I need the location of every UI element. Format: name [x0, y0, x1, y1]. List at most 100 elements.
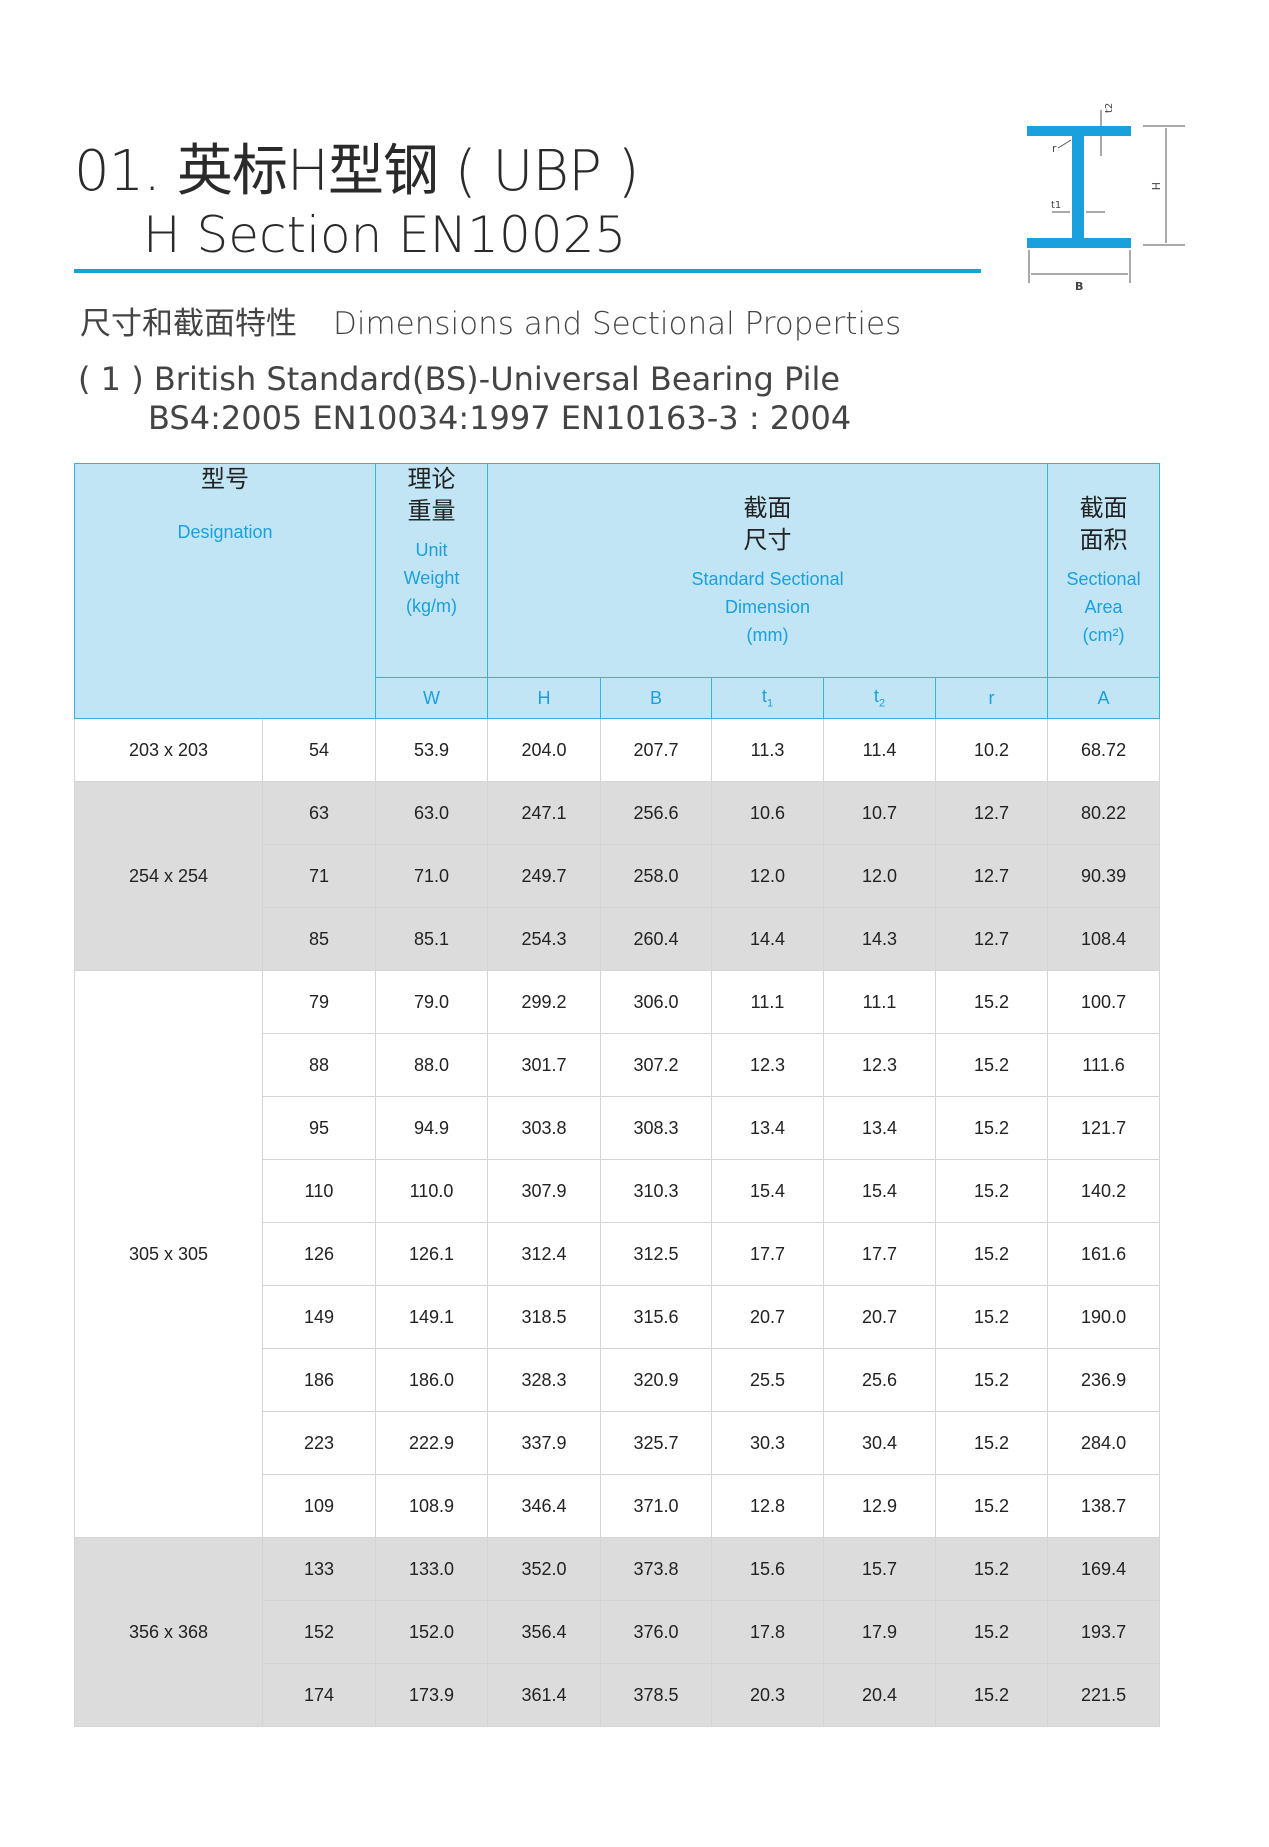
header-weight-en3: (kg/m): [406, 596, 457, 616]
value-cell: 307.2: [600, 1033, 712, 1097]
value-cell: 174: [262, 1663, 376, 1727]
value-cell: 10.7: [823, 781, 936, 845]
value-cell: 328.3: [487, 1348, 601, 1412]
value-cell: 88.0: [375, 1033, 488, 1097]
value-cell: 376.0: [600, 1600, 712, 1664]
value-cell: 15.2: [934, 1096, 1049, 1160]
symbol-label: H: [537, 687, 551, 708]
header-area-en3: (cm²): [1082, 624, 1125, 645]
section-heading-cn: 尺寸和截面特性: [80, 306, 297, 342]
value-cell: 13.4: [711, 1096, 824, 1160]
value-cell: 12.7: [934, 844, 1049, 908]
symbol-header: B: [600, 677, 712, 719]
symbol-label: A: [1097, 687, 1110, 708]
header-dimension-en3: (mm): [746, 624, 789, 645]
value-cell: 149: [262, 1285, 376, 1349]
value-cell: 85.1: [375, 907, 488, 971]
value-cell: 14.3: [823, 907, 936, 971]
value-cell: 79: [262, 970, 376, 1034]
value-cell: 12.7: [934, 781, 1049, 845]
value-cell: 80.22: [1047, 781, 1161, 845]
symbol-label: W: [423, 687, 440, 708]
value-cell: 133: [262, 1537, 376, 1601]
value-cell: 25.6: [823, 1348, 936, 1412]
value-cell: 17.9: [823, 1600, 936, 1664]
value-cell: 258.0: [600, 844, 712, 908]
value-cell: 111.6: [1047, 1033, 1161, 1097]
value-cell: 15.6: [711, 1537, 824, 1601]
value-cell: 15.2: [934, 1537, 1049, 1601]
symbol-header: W: [375, 677, 488, 719]
label-H: H: [1149, 182, 1162, 190]
symbol-header: t2: [823, 677, 936, 719]
section-heading: 尺寸和截面特性 Dimensions and Sectional Properti…: [80, 298, 901, 343]
value-cell: 12.9: [823, 1474, 936, 1538]
symbol-header: t1: [711, 677, 824, 719]
value-cell: 13.4: [823, 1096, 936, 1160]
value-cell: 315.6: [600, 1285, 712, 1349]
value-cell: 110: [262, 1159, 376, 1223]
value-cell: 88: [262, 1033, 376, 1097]
label-B: B: [1075, 280, 1083, 293]
header-weight-en2: Weight: [403, 568, 460, 588]
value-cell: 14.4: [711, 907, 824, 971]
symbol-header: r: [934, 677, 1049, 719]
standard-name: ( 1 ) British Standard(BS)-Universal Bea…: [78, 360, 841, 398]
value-cell: 152: [262, 1600, 376, 1664]
header-designation-en: Designation: [177, 522, 273, 542]
table-row: 95 94.9 303.8 308.3 13.4 13.4 15.2 121.7: [75, 1096, 1161, 1160]
table-row: 71 71.0 249.7 258.0 12.0 12.0 12.7 90.39: [75, 844, 1161, 908]
value-cell: 71: [262, 844, 376, 908]
value-cell: 378.5: [600, 1663, 712, 1727]
value-cell: 186: [262, 1348, 376, 1412]
table-row: 223 222.9 337.9 325.7 30.3 30.4 15.2 284.0: [75, 1411, 1161, 1475]
table-row: 174 173.9 361.4 378.5 20.3 20.4 15.2 221.5: [75, 1663, 1161, 1727]
value-cell: 17.8: [711, 1600, 824, 1664]
value-cell: 12.8: [711, 1474, 824, 1538]
properties-table: 型号 Designation 理论 重量 Unit Weight (kg/m) …: [74, 463, 1161, 1727]
value-cell: 260.4: [600, 907, 712, 971]
symbol-label: t: [873, 686, 879, 707]
table-row: 305 x 305 79 79.0 299.2 306.0 11.1 11.1 15.2 100…: [74, 970, 1161, 1538]
value-cell: 15.2: [934, 1285, 1049, 1349]
value-cell: 15.2: [934, 1474, 1049, 1538]
symbol-label: B: [649, 687, 662, 708]
header-area-cn2: 面积: [1079, 526, 1128, 554]
value-cell: 90.39: [1047, 844, 1161, 908]
value-cell: 15.2: [934, 970, 1049, 1034]
value-cell: 312.5: [600, 1222, 712, 1286]
value-cell: 299.2: [487, 970, 601, 1034]
value-cell: 30.4: [823, 1411, 936, 1475]
value-cell: 95: [262, 1096, 376, 1160]
value-cell: 204.0: [487, 718, 601, 782]
symbol-header: A: [1047, 677, 1161, 719]
label-r: r: [1052, 142, 1057, 155]
value-cell: 10.2: [934, 718, 1049, 782]
value-cell: 247.1: [487, 781, 601, 845]
value-cell: 63: [262, 781, 376, 845]
standard-codes: BS4:2005 EN10034:1997 EN10163-3 : 2004: [148, 399, 852, 437]
value-cell: 54: [262, 718, 376, 782]
value-cell: 11.1: [711, 970, 824, 1034]
value-cell: 20.3: [711, 1663, 824, 1727]
value-cell: 71.0: [375, 844, 488, 908]
header-weight: 理论 重量 Unit Weight (kg/m): [375, 463, 488, 678]
value-cell: 12.3: [711, 1033, 824, 1097]
value-cell: 85: [262, 907, 376, 971]
value-cell: 94.9: [375, 1096, 488, 1160]
symbol-subscript: 2: [878, 697, 886, 710]
designation-cell: 356 x 368: [74, 1537, 263, 1727]
value-cell: 15.2: [934, 1159, 1049, 1223]
value-cell: 108.4: [1047, 907, 1161, 971]
symbol-label: t: [761, 686, 767, 707]
value-cell: 138.7: [1047, 1474, 1161, 1538]
value-cell: 15.2: [934, 1411, 1049, 1475]
value-cell: 306.0: [600, 970, 712, 1034]
section-heading-en: Dimensions and Sectional Properties: [333, 306, 902, 342]
value-cell: 100.7: [1047, 970, 1161, 1034]
value-cell: 325.7: [600, 1411, 712, 1475]
value-cell: 15.2: [934, 1033, 1049, 1097]
designation-cell: 203 x 203: [74, 718, 263, 782]
value-cell: 222.9: [375, 1411, 488, 1475]
table-row: 203 x 203 54 53.9 204.0 207.7 11.3 11.4 10.2 68.…: [74, 718, 1161, 782]
